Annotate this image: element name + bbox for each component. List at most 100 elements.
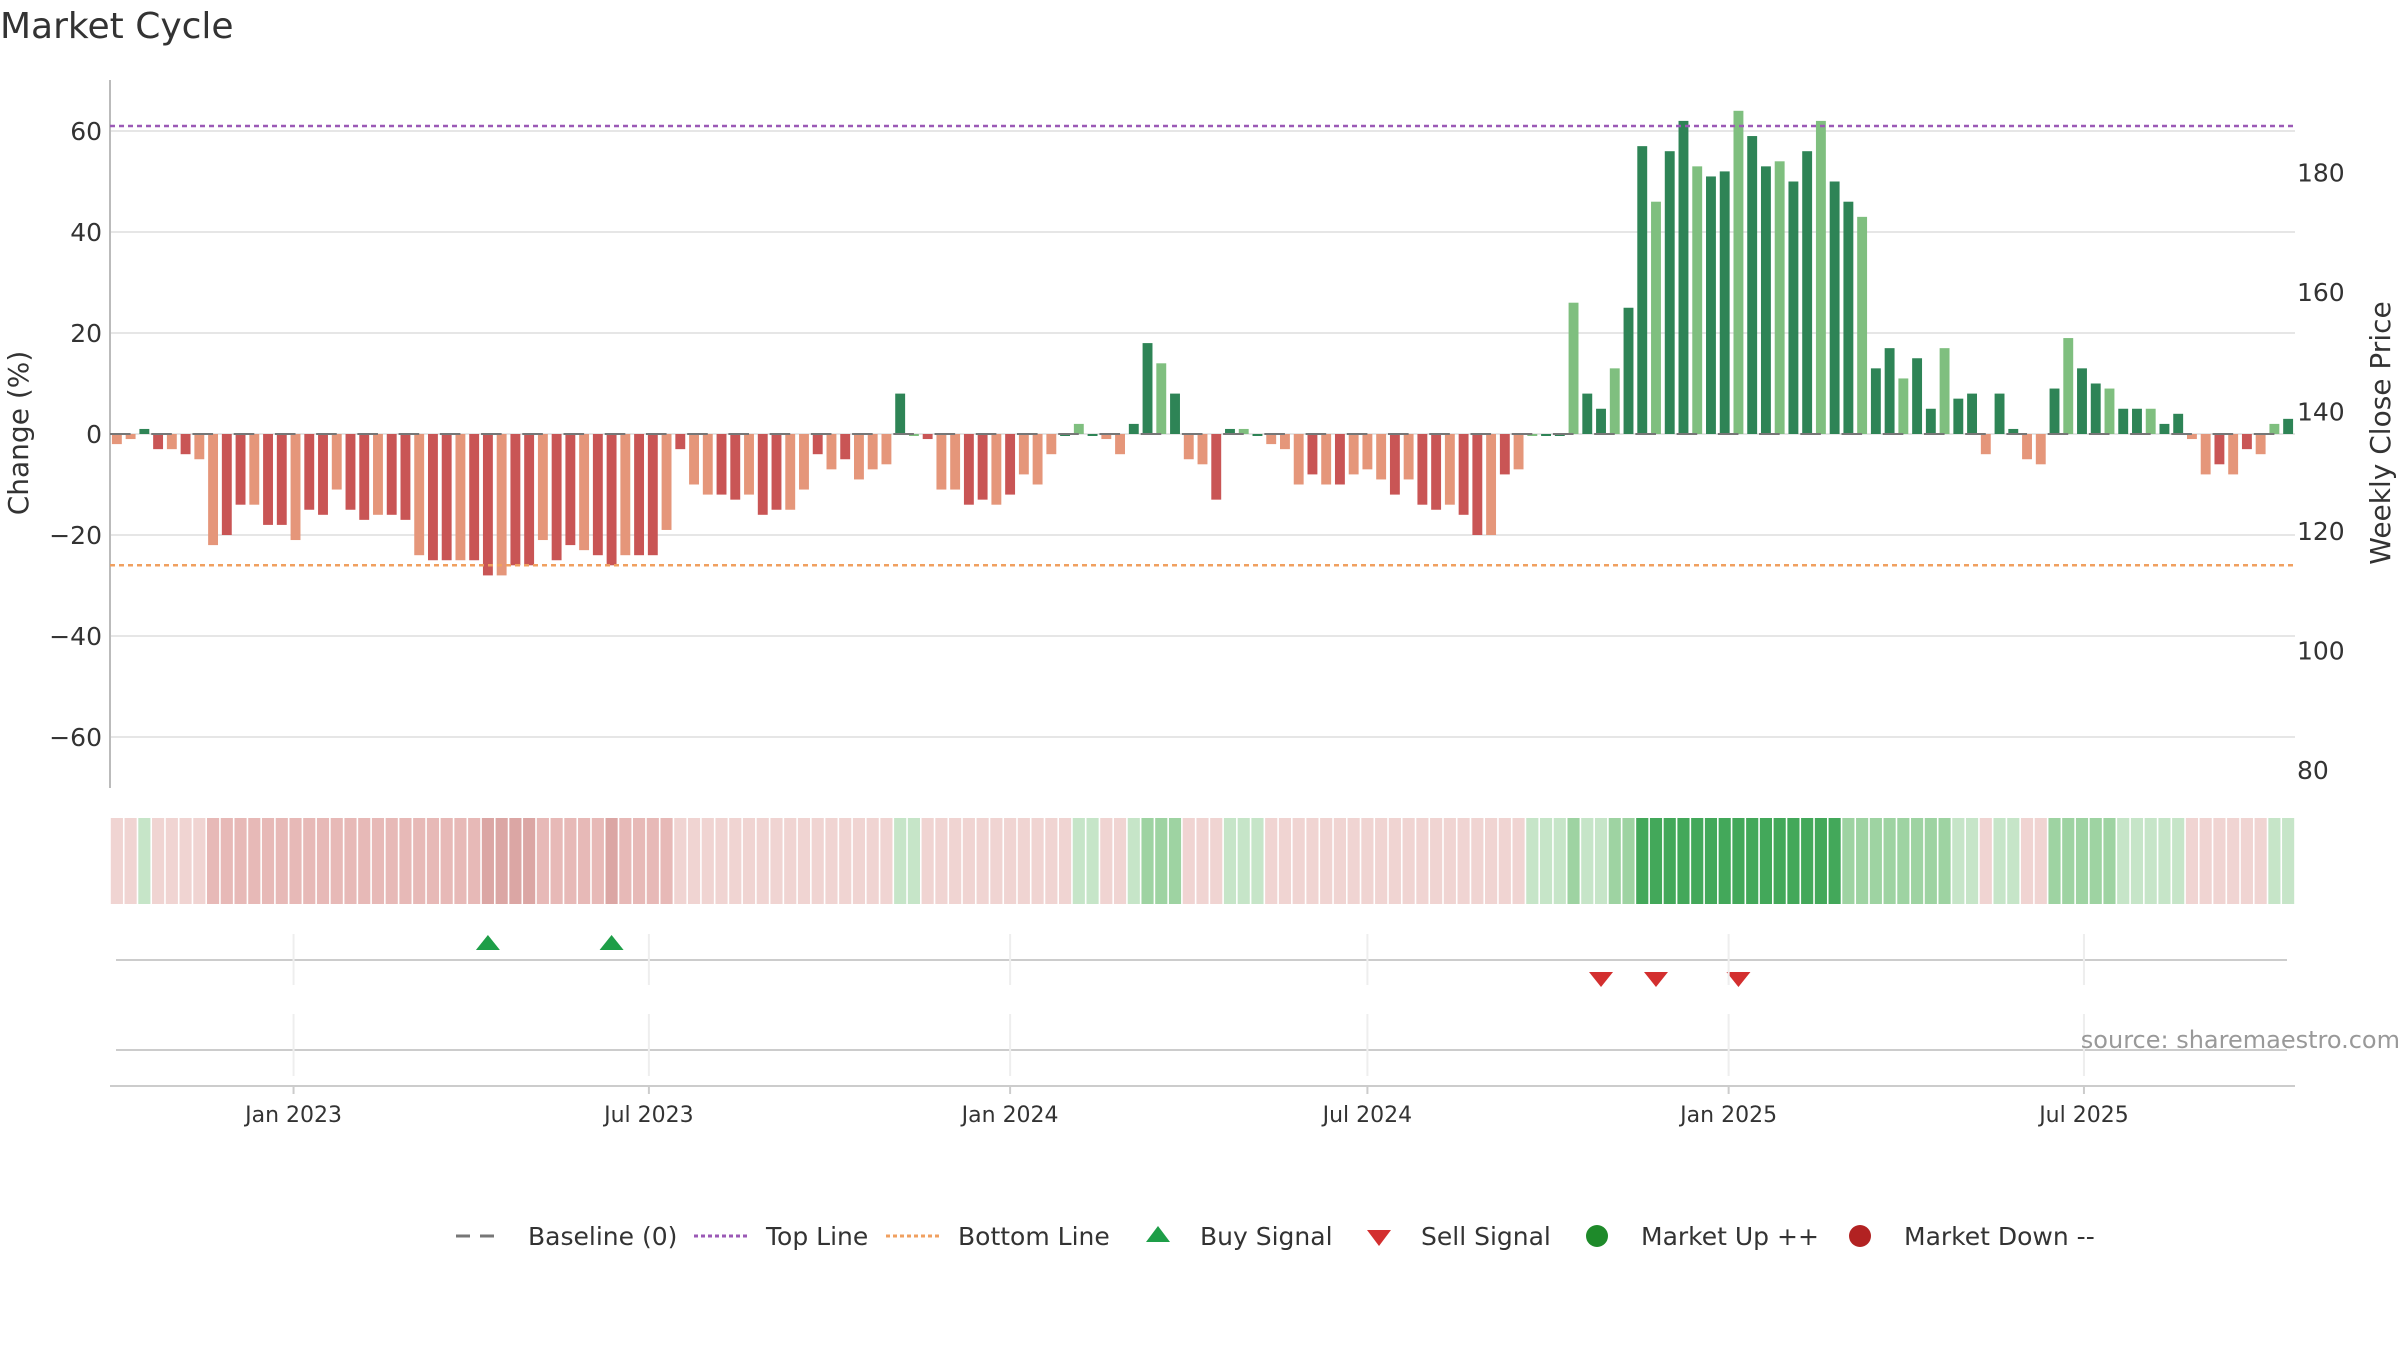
state-cell: [1168, 818, 1182, 904]
bar: [1967, 393, 1978, 434]
bar: [1334, 434, 1345, 485]
state-cell: [1773, 818, 1786, 904]
bar: [1637, 146, 1648, 434]
state-cell: [2103, 818, 2116, 904]
y-left-tick-label: 60: [70, 117, 102, 146]
bar: [579, 434, 590, 551]
bar: [1073, 423, 1084, 434]
bar: [139, 428, 150, 434]
bar: [1733, 110, 1744, 435]
bar: [1005, 434, 1016, 495]
bar: [221, 434, 232, 535]
state-cell: [591, 818, 604, 904]
bar: [208, 434, 219, 546]
state-cell: [756, 818, 769, 904]
bar: [1211, 434, 1222, 500]
state-cell: [1965, 818, 1979, 904]
state-cell: [839, 818, 852, 904]
bar: [2283, 418, 2294, 434]
state-cell: [1608, 818, 1621, 904]
state-cell: [921, 818, 934, 904]
state-cell: [344, 818, 357, 904]
bar: [1870, 368, 1881, 434]
state-cell: [880, 818, 893, 904]
state-cell: [385, 818, 398, 904]
state-cell: [1100, 818, 1113, 904]
state-cell: [1196, 818, 1209, 904]
bar: [1912, 358, 1923, 434]
state-cell: [316, 818, 330, 904]
bar: [592, 434, 603, 556]
state-cell: [2075, 818, 2089, 904]
state-cell: [2089, 818, 2102, 904]
bar: [2269, 423, 2280, 434]
state-cell: [1017, 818, 1030, 904]
state-cell: [784, 818, 797, 904]
y-right-tick-label: 180: [2297, 159, 2345, 188]
state-cell: [1663, 818, 1676, 904]
bar: [689, 434, 699, 485]
state-cell: [1251, 818, 1264, 904]
signal-markers: [116, 935, 2287, 1051]
state-cell: [1388, 818, 1401, 904]
bar: [2255, 434, 2266, 455]
state-cell: [1072, 818, 1085, 904]
state-cell: [2282, 818, 2295, 904]
state-cell: [495, 818, 508, 904]
sell-signal-marker: [1643, 972, 1668, 987]
state-cell: [1333, 818, 1346, 904]
state-cell: [358, 818, 371, 904]
state-cell: [1801, 818, 1814, 904]
legend-item: Buy Signal: [1146, 1222, 1333, 1251]
state-cell: [1718, 818, 1731, 904]
bar: [455, 434, 466, 561]
state-cell: [399, 818, 412, 904]
state-cell: [1979, 818, 1992, 904]
bar: [441, 434, 452, 561]
bar: [1678, 120, 1689, 435]
bar: [1431, 434, 1442, 510]
sell-signal-marker: [1589, 972, 1614, 987]
bar: [1321, 434, 1332, 485]
bar: [304, 434, 315, 510]
state-cell: [2185, 818, 2199, 904]
bar: [2118, 408, 2129, 434]
y-axis-right-ticks: 180 160 140 120 100 80: [2297, 159, 2345, 786]
state-cell: [1416, 818, 1429, 904]
state-cell: [2199, 818, 2212, 904]
state-cell: [1375, 818, 1388, 904]
x-tick-label: Jul 2024: [1321, 1103, 1413, 1128]
bar: [991, 434, 1002, 505]
bar: [675, 434, 686, 450]
state-cell: [742, 818, 756, 904]
y-axis-right-title: Weekly Close Price: [2364, 301, 2397, 564]
y-axis-left-ticks: 60 40 20 0 −20 −40 −60: [49, 117, 102, 752]
bar: [1513, 434, 1524, 470]
bar: [2200, 434, 2211, 475]
state-cell: [1306, 818, 1319, 904]
bar: [565, 434, 576, 546]
state-cell: [1471, 818, 1484, 904]
bar: [2035, 434, 2046, 465]
y-left-tick-label: −20: [49, 521, 102, 550]
bar: [1582, 393, 1593, 434]
bar: [2145, 408, 2156, 434]
state-cell: [949, 818, 962, 904]
bar: [606, 434, 617, 566]
buy-signal-marker: [599, 935, 624, 950]
bar: [812, 434, 823, 455]
bar: [2022, 434, 2032, 460]
state-cell: [1265, 818, 1278, 904]
bar: [373, 434, 383, 515]
bar: [1994, 393, 2005, 434]
bar: [1238, 428, 1249, 434]
bar: [400, 434, 411, 520]
bar: [469, 434, 480, 561]
state-cell: [701, 818, 714, 904]
state-cell: [1127, 818, 1140, 904]
state-cell: [1402, 818, 1415, 904]
state-cell: [1237, 818, 1250, 904]
buy-signal-marker: [475, 935, 500, 950]
bar: [276, 434, 287, 525]
